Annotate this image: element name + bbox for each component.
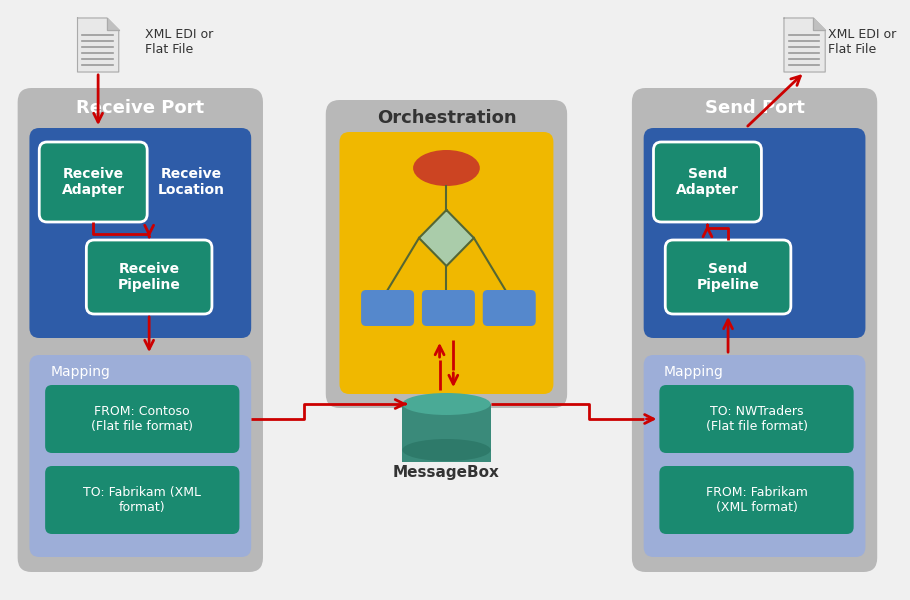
Text: XML EDI or
Flat File: XML EDI or Flat File — [828, 28, 896, 56]
FancyBboxPatch shape — [46, 466, 239, 534]
Text: MessageBox: MessageBox — [393, 464, 500, 479]
Bar — [402, 450, 490, 462]
FancyBboxPatch shape — [17, 88, 263, 572]
Ellipse shape — [402, 393, 490, 415]
Text: Send
Pipeline: Send Pipeline — [697, 262, 760, 292]
Polygon shape — [419, 210, 474, 266]
Text: Send Port: Send Port — [704, 99, 804, 117]
Text: Send
Adapter: Send Adapter — [676, 167, 739, 197]
FancyBboxPatch shape — [326, 100, 567, 408]
FancyBboxPatch shape — [339, 132, 553, 394]
Text: Receive Port: Receive Port — [76, 99, 205, 117]
FancyBboxPatch shape — [39, 142, 147, 222]
Text: Receive
Pipeline: Receive Pipeline — [117, 262, 180, 292]
FancyBboxPatch shape — [665, 240, 791, 314]
Text: TO: Fabrikam (XML
format): TO: Fabrikam (XML format) — [84, 486, 201, 514]
Ellipse shape — [402, 439, 490, 461]
FancyBboxPatch shape — [643, 355, 865, 557]
FancyBboxPatch shape — [482, 290, 536, 326]
Text: Orchestration: Orchestration — [377, 109, 516, 127]
Text: Mapping: Mapping — [663, 365, 723, 379]
Polygon shape — [77, 18, 118, 72]
Text: Receive
Adapter: Receive Adapter — [62, 167, 125, 197]
FancyBboxPatch shape — [46, 385, 239, 453]
Text: FROM: Fabrikam
(XML format): FROM: Fabrikam (XML format) — [705, 486, 807, 514]
Polygon shape — [814, 18, 825, 30]
Text: Receive
Location: Receive Location — [157, 167, 225, 197]
FancyBboxPatch shape — [29, 128, 251, 338]
FancyBboxPatch shape — [361, 290, 414, 326]
FancyBboxPatch shape — [660, 466, 854, 534]
Text: XML EDI or
Flat File: XML EDI or Flat File — [146, 28, 214, 56]
Polygon shape — [784, 18, 825, 72]
FancyBboxPatch shape — [422, 290, 475, 326]
FancyBboxPatch shape — [29, 355, 251, 557]
FancyBboxPatch shape — [653, 142, 762, 222]
Polygon shape — [107, 18, 118, 30]
FancyBboxPatch shape — [632, 88, 877, 572]
Text: Mapping: Mapping — [51, 365, 111, 379]
FancyBboxPatch shape — [660, 385, 854, 453]
FancyBboxPatch shape — [643, 128, 865, 338]
FancyBboxPatch shape — [86, 240, 212, 314]
Text: TO: NWTraders
(Flat file format): TO: NWTraders (Flat file format) — [705, 405, 807, 433]
Bar — [402, 404, 490, 450]
Ellipse shape — [413, 150, 480, 186]
Text: FROM: Contoso
(Flat file format): FROM: Contoso (Flat file format) — [91, 405, 193, 433]
